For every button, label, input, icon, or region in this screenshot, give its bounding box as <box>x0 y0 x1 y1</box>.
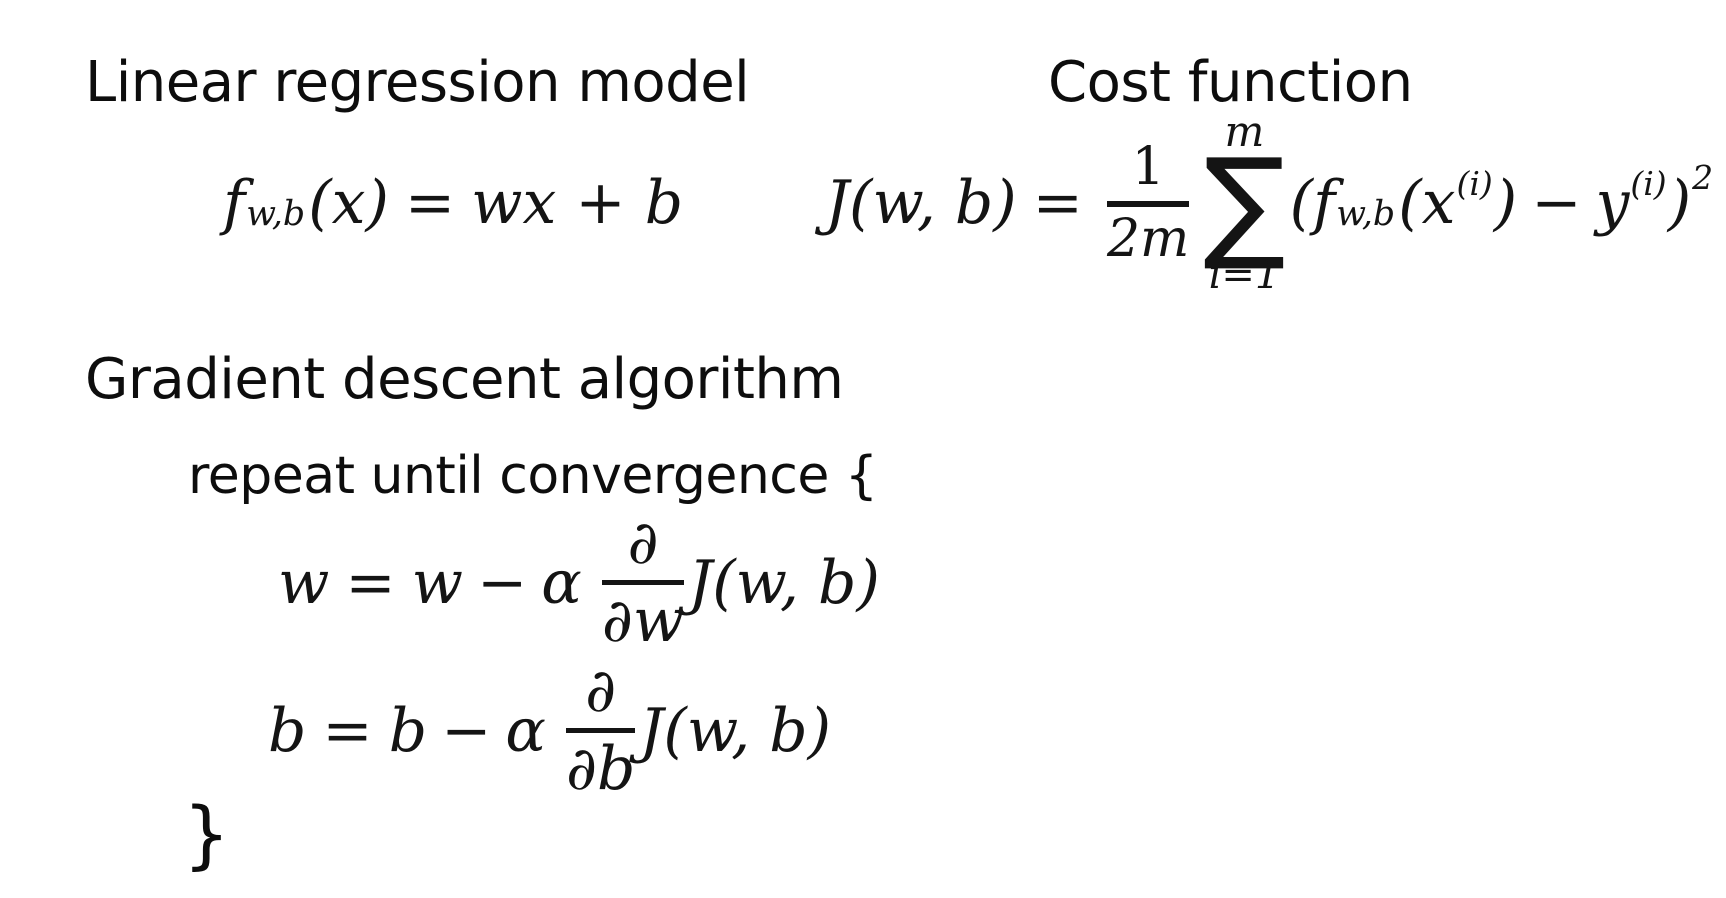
linear-regression-heading: Linear regression model <box>85 50 750 115</box>
summation-lower-limit: i=1 <box>1208 252 1281 299</box>
alpha-symbol: α <box>505 695 546 766</box>
closing-brace: } <box>183 792 231 878</box>
model-rhs: wx + b <box>471 168 684 238</box>
b-symbol: b <box>388 695 428 766</box>
partial-derivative-fraction: ∂ ∂b <box>565 660 636 804</box>
minus-sign: − <box>1531 168 1582 239</box>
equals-sign: = <box>404 168 456 238</box>
repeat-until-convergence-line: repeat until convergence { <box>188 446 878 506</box>
one-over-2m-fraction: 1 2m <box>1106 140 1190 269</box>
w-update-formula: w = w − α ∂ ∂w J(w, b) <box>278 512 880 653</box>
minus-sign: − <box>477 547 528 618</box>
cost-function-heading: Cost function <box>1048 50 1413 115</box>
f-subscript: w,b <box>246 193 306 234</box>
cost-term: J(w, b) <box>639 695 832 766</box>
partial-derivative-fraction: ∂ ∂w <box>601 512 685 656</box>
fraction-denominator: 2m <box>1106 208 1190 269</box>
equals-sign: = <box>345 547 396 618</box>
equals-sign: = <box>322 695 373 766</box>
summation-upper-limit: m <box>1224 107 1265 156</box>
partial-denominator: ∂w <box>601 586 685 656</box>
f-symbol: f <box>223 168 246 238</box>
open-paren-x: (x <box>1398 168 1456 239</box>
superscript-2: 2 <box>1692 157 1714 197</box>
cost-lhs: J(w, b) <box>825 168 1017 239</box>
open-paren-f: (f <box>1289 168 1336 239</box>
minus-sign: − <box>441 695 492 766</box>
alpha-symbol: α <box>541 547 582 618</box>
gradient-descent-heading: Gradient descent algorithm <box>85 347 844 412</box>
cost-formula: J(w, b) = 1 2m m ∑ i=1 (f w,b (x (i) ) −… <box>825 107 1714 299</box>
model-formula: f w,b (x) = wx + b <box>223 173 683 233</box>
close-paren: ) <box>1493 168 1518 239</box>
partial-numerator: ∂ <box>601 512 685 585</box>
summation: m ∑ i=1 <box>1203 107 1286 299</box>
y-symbol: y <box>1595 168 1630 239</box>
equals-sign: = <box>1032 168 1083 239</box>
b-update-formula: b = b − α ∂ ∂b J(w, b) <box>268 660 831 801</box>
w-symbol: w <box>411 547 463 618</box>
partial-numerator: ∂ <box>565 660 636 733</box>
cost-term: J(w, b) <box>688 547 880 618</box>
b-symbol: b <box>268 695 307 766</box>
superscript-i: (i) <box>1630 163 1667 203</box>
partial-denominator: ∂b <box>565 734 636 804</box>
f-subscript: w,b <box>1336 193 1396 234</box>
sigma-symbol: ∑ <box>1203 132 1286 274</box>
x-argument: (x) <box>308 168 389 238</box>
fraction-numerator: 1 <box>1106 140 1190 207</box>
superscript-i: (i) <box>1456 163 1493 203</box>
close-paren: ) <box>1667 168 1692 239</box>
w-symbol: w <box>278 547 330 618</box>
